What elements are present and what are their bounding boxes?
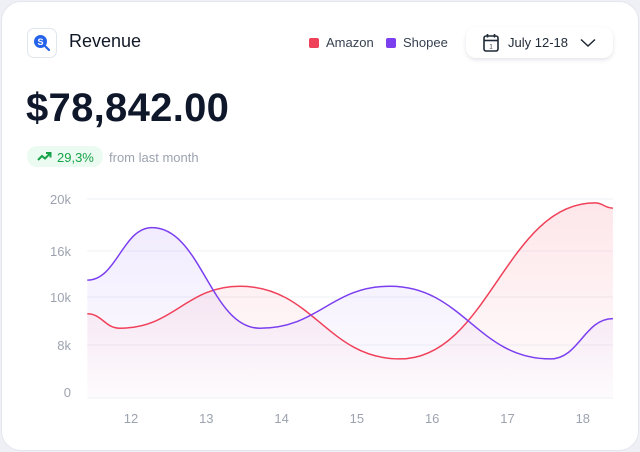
- legend-label: Shopee: [403, 35, 448, 50]
- change-badge: 29,3%: [27, 146, 103, 167]
- amazon-line: [87, 202, 613, 360]
- x-tick-label: 12: [124, 411, 138, 426]
- date-range-dropdown[interactable]: 1 July 12-18: [466, 27, 613, 58]
- shopee-area: [87, 227, 613, 398]
- change-note: from last month: [109, 150, 199, 165]
- shopee-swatch: [386, 37, 396, 48]
- y-tick-label: 8k: [57, 338, 71, 353]
- chevron-down-icon: [580, 38, 596, 48]
- y-tick-label: 16k: [50, 244, 71, 259]
- legend-label: Amazon: [326, 35, 374, 50]
- y-tick-label: 20k: [50, 192, 71, 207]
- logo-badge: S: [27, 28, 57, 58]
- x-tick-label: 13: [199, 411, 213, 426]
- legend-amazon: Amazon: [309, 35, 374, 50]
- shopee-line: [87, 226, 613, 360]
- legend-shopee: Shopee: [386, 35, 448, 50]
- amazon-swatch: [309, 37, 319, 48]
- y-tick-label: 10k: [50, 290, 71, 305]
- change-percent: 29,3%: [57, 150, 94, 165]
- svg-text:1: 1: [489, 45, 493, 51]
- x-tick-label: 18: [576, 411, 590, 426]
- svg-text:S: S: [37, 37, 43, 47]
- x-tick-label: 16: [425, 411, 439, 426]
- x-tick-label: 15: [350, 411, 364, 426]
- calendar-icon: 1: [483, 34, 499, 52]
- card-title: Revenue: [69, 31, 142, 51]
- dollar-search-icon: S: [34, 35, 51, 52]
- trending-up-icon: [37, 152, 52, 161]
- x-tick-label: 14: [274, 411, 288, 426]
- total-revenue: $78,842.00: [26, 86, 230, 130]
- y-tick-label: 0: [64, 385, 71, 400]
- date-range-label: July 12-18: [508, 35, 568, 50]
- x-tick-label: 17: [500, 411, 514, 426]
